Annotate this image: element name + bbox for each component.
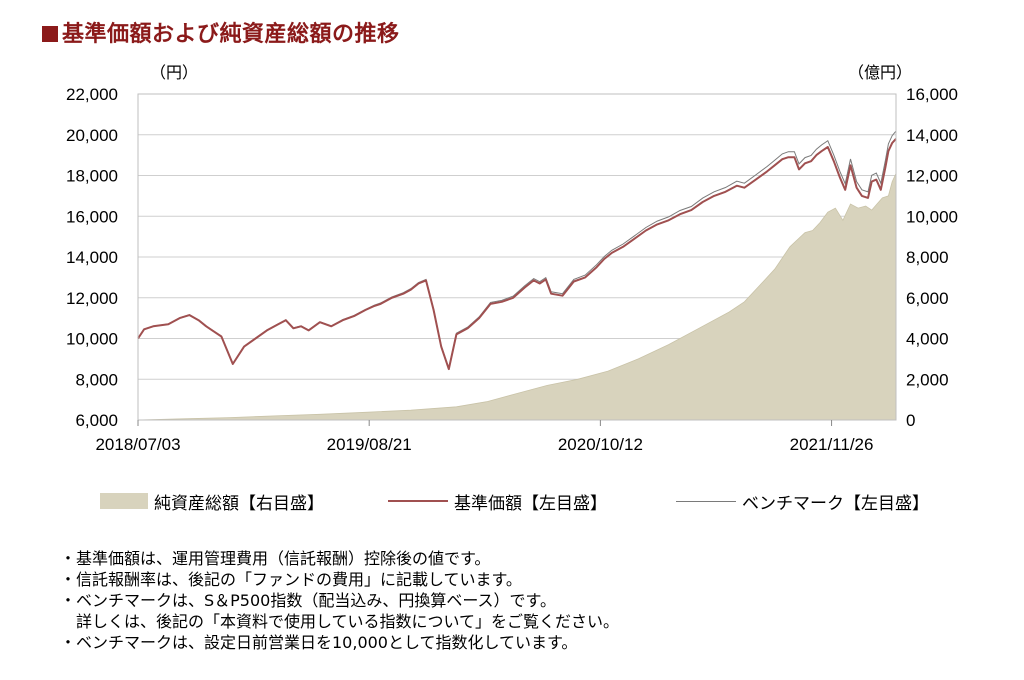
chart-svg: 6,000 8,000 10,000 12,000 14,000 16,000 18,000…	[66, 63, 958, 454]
series-lines	[137, 130, 897, 371]
note-line: ・信託報酬率は、後記の「ファンドの費用」に記載しています。	[60, 570, 522, 589]
right-tick-label: 16,000	[906, 85, 958, 104]
chart-title: 基準価額および純資産総額の推移	[42, 16, 400, 48]
left-tick-label: 22,000	[66, 85, 118, 104]
notes: ・基準価額は、運用管理費用（信託報酬）控除後の値です。 ・信託報酬率は、後記の「…	[60, 548, 619, 653]
right-axis: 0 2,000 4,000 6,000 8,000 10,000 12,000 14,000 1…	[906, 85, 958, 430]
note-line: ・ベンチマークは、S＆P500指数（配当込み、円換算ベース）です。	[60, 591, 556, 610]
legend-benchmark-swatch	[676, 500, 736, 502]
title-square-icon	[42, 26, 58, 42]
x-tick-label: 2021/11/26	[790, 435, 874, 454]
right-unit: （億円）	[848, 63, 912, 82]
legend-nav-swatch	[388, 500, 448, 502]
left-tick-label: 20,000	[66, 126, 118, 145]
legend-assets-swatch	[100, 493, 148, 509]
left-tick-label: 18,000	[66, 167, 118, 186]
legend-item-benchmark: ベンチマーク【左目盛】	[676, 486, 929, 516]
note-line: ・基準価額は、運用管理費用（信託報酬）控除後の値です。	[60, 549, 491, 568]
chart-title-text: 基準価額および純資産総額の推移	[62, 22, 400, 47]
right-tick-label: 2,000	[906, 370, 949, 389]
right-tick-label: 6,000	[906, 289, 949, 308]
x-tick-label: 2019/08/21	[327, 435, 412, 454]
legend: 純資産総額【右目盛】 基準価額【左目盛】 ベンチマーク【左目盛】	[0, 486, 1024, 516]
right-tick-label: 0	[906, 411, 915, 430]
left-tick-label: 14,000	[66, 248, 118, 267]
legend-item-assets: 純資産総額【右目盛】	[100, 486, 324, 516]
left-tick-label: 12,000	[66, 289, 118, 308]
right-tick-label: 14,000	[906, 126, 958, 145]
left-tick-label: 8,000	[75, 370, 118, 389]
note-line: 詳しくは、後記の「本資料で使用している指数について」をご覧ください。	[60, 612, 620, 631]
assets-area-path	[137, 173, 897, 421]
plot-frame	[137, 93, 897, 421]
left-unit: （円）	[150, 63, 198, 82]
left-axis: 6,000 8,000 10,000 12,000 14,000 16,000 18,000…	[66, 85, 118, 430]
assets-area	[137, 173, 897, 421]
legend-benchmark-label: ベンチマーク【左目盛】	[742, 493, 929, 514]
left-tick-label: 16,000	[66, 207, 118, 226]
legend-item-nav: 基準価額【左目盛】	[388, 486, 607, 516]
nav-line	[137, 138, 897, 371]
legend-nav-label: 基準価額【左目盛】	[454, 493, 607, 514]
right-tick-label: 4,000	[906, 330, 949, 349]
left-tick-label: 6,000	[75, 411, 118, 430]
x-tick-label: 2018/07/03	[95, 435, 180, 454]
right-tick-label: 8,000	[906, 248, 949, 267]
right-tick-label: 12,000	[906, 167, 958, 186]
right-tick-label: 10,000	[906, 207, 958, 226]
note-line: ・ベンチマークは、設定日前営業日を10,000として指数化しています。	[60, 633, 578, 652]
x-axis: 2018/07/03 2019/08/21 2020/10/12 2021/11/26	[95, 420, 873, 454]
legend-assets-label: 純資産総額【右目盛】	[154, 493, 324, 514]
left-tick-label: 10,000	[66, 330, 118, 349]
x-tick-label: 2020/10/12	[558, 435, 643, 454]
